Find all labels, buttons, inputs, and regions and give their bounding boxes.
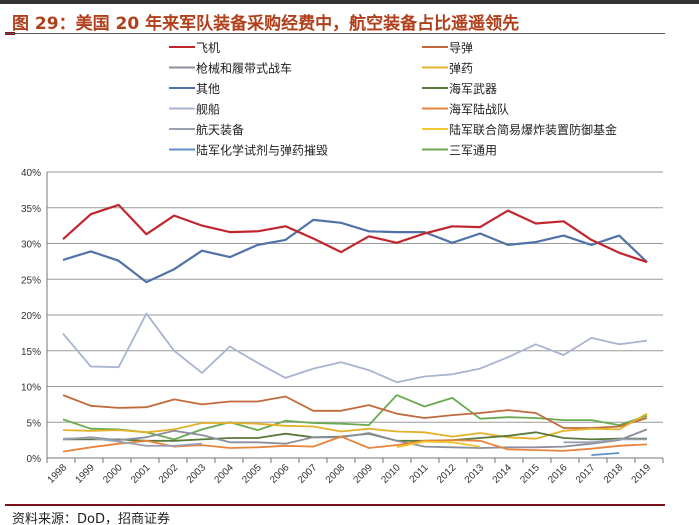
x-tick-label: 2014	[491, 462, 515, 486]
series-line-2	[62, 428, 648, 449]
x-tick-label: 1998	[46, 462, 70, 486]
series-line-6	[62, 312, 648, 384]
y-tick-label: 0%	[27, 454, 42, 465]
x-tick-label: 2012	[435, 462, 459, 486]
x-tick-label: 2017	[574, 462, 598, 486]
x-tick-label: 2015	[518, 462, 542, 486]
series-line-4	[62, 218, 648, 284]
x-tick-label: 2019	[630, 462, 654, 486]
series-line-1	[62, 394, 648, 429]
x-tick-label: 2001	[129, 462, 153, 486]
legend-label: 弹药	[449, 62, 473, 76]
x-tick-label: 2000	[101, 462, 125, 486]
legend-label: 导弹	[449, 41, 473, 55]
x-tick-label: 1999	[73, 462, 97, 486]
series-line-7	[62, 435, 648, 453]
footer-divider	[5, 504, 665, 506]
title-divider	[5, 33, 665, 34]
legend-label: 航天装备	[196, 122, 244, 137]
x-tick-label: 2013	[463, 462, 487, 486]
y-tick-label: 25%	[21, 275, 41, 286]
legend-label: 三军通用	[449, 144, 497, 158]
y-tick-label: 15%	[21, 347, 41, 358]
x-tick-label: 2018	[602, 462, 626, 486]
legend-label: 陆军联合简易爆炸装置防御基金	[449, 122, 617, 137]
x-tick-label: 2003	[185, 462, 209, 486]
x-tick-label: 2004	[212, 462, 236, 486]
x-tick-label: 2010	[379, 462, 403, 486]
y-tick-label: 10%	[21, 383, 41, 394]
x-tick-label: 2006	[268, 462, 292, 486]
chart-title: 图 29：美国 20 年来军队装备采购经费中，航空装备占比遥遥领先	[12, 14, 520, 34]
legend-label: 海军陆战队	[449, 102, 509, 117]
legend-label: 其他	[196, 82, 220, 96]
series-line-0	[62, 203, 648, 264]
y-tick-label: 35%	[21, 204, 41, 215]
y-tick-label: 30%	[21, 240, 41, 251]
y-tick-label: 5%	[27, 418, 42, 429]
x-tick-label: 2002	[157, 462, 181, 486]
y-tick-label: 20%	[21, 311, 41, 322]
series-line-10	[591, 452, 620, 456]
x-tick-label: 2008	[324, 462, 348, 486]
series-line-9	[396, 440, 481, 449]
x-tick-label: 2011	[408, 462, 431, 485]
x-tick-label: 2007	[296, 462, 320, 486]
legend-label: 飞机	[196, 41, 220, 55]
x-tick-label: 2009	[352, 462, 376, 486]
top-bar	[0, 0, 699, 4]
legend-label: 海军武器	[449, 81, 497, 96]
legend-label: 陆军化学试剂与弹药摧毁	[196, 143, 328, 158]
x-tick-label: 2016	[546, 462, 570, 486]
legend-label: 舰船	[196, 103, 220, 117]
source-note: 资料来源：DoD，招商证券	[12, 512, 170, 525]
series-line-11	[62, 394, 648, 441]
series-line-8	[62, 437, 647, 447]
legend-label: 枪械和履带式战车	[196, 61, 292, 76]
x-tick-label: 2005	[240, 462, 264, 486]
y-tick-label: 40%	[21, 168, 41, 179]
